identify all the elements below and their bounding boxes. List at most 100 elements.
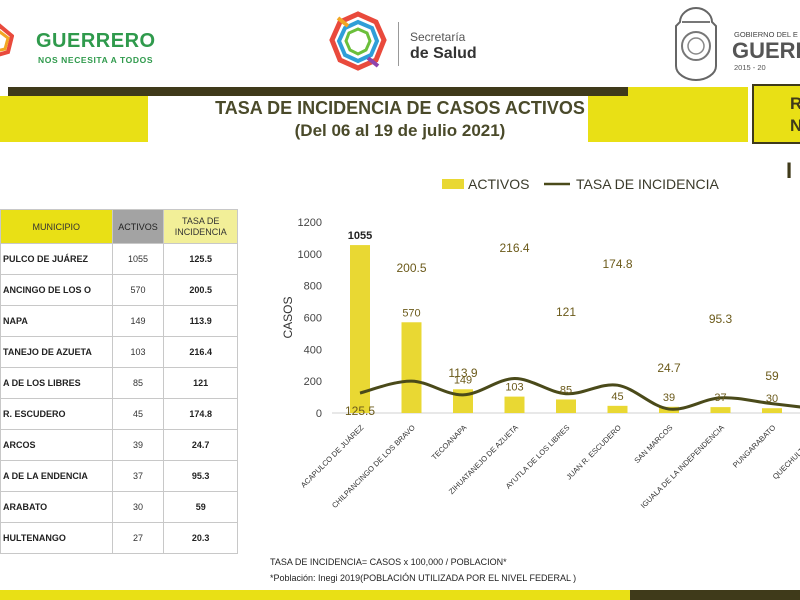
cell-municipio: A DE LA ENDENCIA xyxy=(0,460,113,492)
y-tick-label: 0 xyxy=(316,408,322,420)
cell-activos: 30 xyxy=(111,491,165,523)
cell-activos: 103 xyxy=(111,336,165,368)
right-panel-text-2: N xyxy=(790,116,800,135)
line-data-label: 200.5 xyxy=(396,261,426,275)
bar-data-label: 30 xyxy=(766,393,778,405)
bar-activos xyxy=(504,396,525,413)
title-white-center xyxy=(148,96,588,142)
bar-data-label: 39 xyxy=(663,392,675,404)
band-yellow-segment xyxy=(628,87,748,96)
y-tick-label: 400 xyxy=(304,344,322,356)
right-panel-text-1: R xyxy=(790,94,800,113)
line-data-label: 24.7 xyxy=(657,361,681,375)
y-tick-label: 200 xyxy=(304,376,322,388)
cases-incidence-chart: ACTIVOS TASA DE INCIDENCIA 0 200 400 600 800 10… xyxy=(281,176,800,510)
page-subtitle: (Del 06 al 19 de julio 2021) xyxy=(294,121,506,140)
salud-emblem-icon xyxy=(329,11,387,71)
gobierno-logo: GOBIERNO DEL E GUERR 2015 - 20 xyxy=(668,2,800,82)
line-data-label: 174.8 xyxy=(602,257,632,271)
legend-label-activos: ACTIVOS xyxy=(468,176,529,192)
cell-activos: 85 xyxy=(111,367,165,399)
table-row: PULCO DE JUÁREZ 1055 125.5 xyxy=(0,243,238,275)
col-header-tasa: TASA DE INCIDENCIA xyxy=(163,209,238,244)
cell-tasa: 200.5 xyxy=(163,274,238,306)
bar-data-label: 570 xyxy=(402,307,420,319)
title-top-band xyxy=(8,87,748,96)
municipality-table: MUNICIPIO ACTIVOS TASA DE INCIDENCIA PUL… xyxy=(0,209,238,554)
table-row: A DE LA ENDENCIA 37 95.3 xyxy=(0,460,238,492)
cell-municipio: ANCINGO DE LOS O xyxy=(0,274,113,306)
cell-municipio: HULTENANGO xyxy=(0,522,113,554)
table-row: ARCOS 39 24.7 xyxy=(0,429,238,461)
table-row: NAPA 149 113.9 xyxy=(0,305,238,337)
cell-activos: 27 xyxy=(111,522,165,554)
x-category-label: CHILPANCINGO DE LOS BRAVO xyxy=(330,423,417,510)
bar-activos xyxy=(607,405,628,413)
bottom-band-yellow xyxy=(0,590,630,600)
cell-activos: 45 xyxy=(111,398,165,430)
logo-divider xyxy=(398,22,399,66)
cell-tasa: 95.3 xyxy=(163,460,238,492)
bar-data-label: 45 xyxy=(611,391,623,403)
bar-data-label: 37 xyxy=(714,392,726,404)
guerrero-mark-icon xyxy=(0,23,14,57)
bar-activos xyxy=(350,245,370,413)
table-row: HULTENANGO 27 20.3 xyxy=(0,522,238,554)
bar-activos xyxy=(556,399,576,413)
page-title: TASA DE INCIDENCIA DE CASOS ACTIVOS xyxy=(215,98,585,118)
gobierno-line2: GUERR xyxy=(732,38,800,63)
right-title-panel: R N xyxy=(752,84,800,144)
title-yellow-right xyxy=(588,96,748,142)
cell-activos: 570 xyxy=(111,274,165,306)
table-row: R. ESCUDERO 45 174.8 xyxy=(0,398,238,430)
guerrero-logo: GUERRERO NOS NECESITA A TODOS xyxy=(0,14,200,74)
cell-municipio: R. ESCUDERO xyxy=(0,398,113,430)
cell-municipio: NAPA xyxy=(0,305,113,337)
band-dark-segment xyxy=(8,87,628,96)
y-tick-label: 800 xyxy=(304,281,322,293)
footer-note-formula: TASA DE INCIDENCIA= CASOS x 100,000 / PO… xyxy=(270,557,507,567)
x-category-label: PUNGARABATO xyxy=(731,423,778,470)
guerrero-tagline: NOS NECESITA A TODOS xyxy=(38,55,154,65)
cell-tasa: 24.7 xyxy=(163,429,238,461)
line-data-label: 216.4 xyxy=(499,241,529,255)
x-category-label: IGUALA DE LA INDEPENDENCIA xyxy=(639,423,726,510)
bar-data-label: 85 xyxy=(560,384,572,396)
gobierno-line3: 2015 - 20 xyxy=(734,63,766,72)
col-header-activos: ACTIVOS xyxy=(111,209,165,244)
state-seal-icon xyxy=(675,6,717,82)
gobierno-line1: GOBIERNO DEL E xyxy=(734,30,798,39)
title-box xyxy=(0,96,748,142)
cell-municipio: TANEJO DE AZUETA xyxy=(0,336,113,368)
cell-municipio: PULCO DE JUÁREZ xyxy=(0,243,113,275)
bar-data-label: 149 xyxy=(454,374,472,386)
legend-label-tasa: TASA DE INCIDENCIA xyxy=(576,176,720,192)
cell-municipio: A DE LOS LIBRES xyxy=(0,367,113,399)
x-category-label: TECOANAPA xyxy=(430,423,469,462)
bar-data-label: 103 xyxy=(505,382,523,394)
y-tick-label: 1000 xyxy=(298,249,322,261)
y-axis-title: CASOS xyxy=(281,296,295,338)
cell-municipio: ARCOS xyxy=(0,429,113,461)
table-row: ANCINGO DE LOS O 570 200.5 xyxy=(0,274,238,306)
cell-tasa: 125.5 xyxy=(163,243,238,275)
salud-line1: Secretaría xyxy=(410,30,466,44)
table-row: TANEJO DE AZUETA 103 216.4 xyxy=(0,336,238,368)
y-tick-label: 1200 xyxy=(298,217,322,229)
cell-tasa: 216.4 xyxy=(163,336,238,368)
salud-line2: de Salud xyxy=(410,45,477,62)
bottom-band xyxy=(0,590,800,600)
table-header-row: MUNICIPIO ACTIVOS TASA DE INCIDENCIA xyxy=(0,209,238,244)
cell-tasa: 20.3 xyxy=(163,522,238,554)
bar-activos xyxy=(710,407,731,413)
title-yellow-left xyxy=(0,96,150,142)
bar-data-label: 1055 xyxy=(348,230,372,242)
cell-activos: 39 xyxy=(111,429,165,461)
bar-activos xyxy=(401,322,422,413)
line-tasa-incidencia xyxy=(359,377,800,411)
col-header-municipio: MUNICIPIO xyxy=(0,209,113,244)
cell-activos: 37 xyxy=(111,460,165,492)
cell-municipio: ARABATO xyxy=(0,491,113,523)
legend-swatch-activos xyxy=(442,179,464,189)
cell-tasa: 59 xyxy=(163,491,238,523)
